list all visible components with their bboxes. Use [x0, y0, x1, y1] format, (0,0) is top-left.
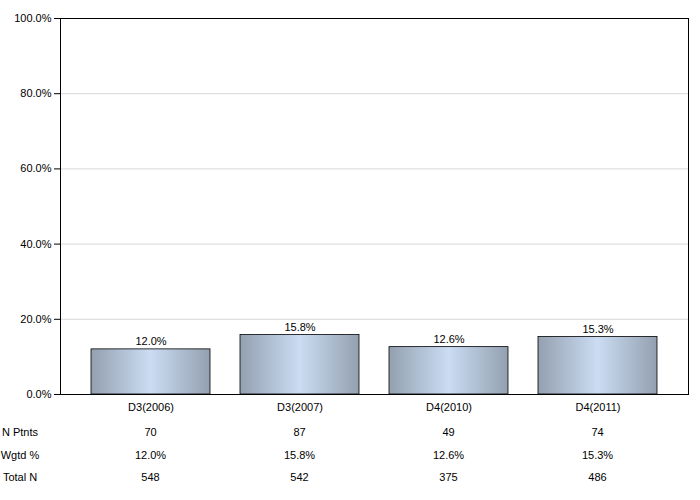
svg-text:548: 548: [141, 471, 159, 483]
svg-text:12.0%: 12.0%: [135, 449, 166, 461]
svg-text:Wgtd %: Wgtd %: [1, 449, 40, 461]
svg-text:20.0%: 20.0%: [20, 313, 51, 325]
svg-text:12.6%: 12.6%: [433, 449, 464, 461]
svg-text:49: 49: [442, 426, 454, 438]
svg-text:100.0%: 100.0%: [14, 12, 52, 24]
svg-text:60.0%: 60.0%: [20, 162, 51, 174]
svg-text:0.0%: 0.0%: [26, 388, 51, 400]
svg-text:D3(2007): D3(2007): [277, 401, 323, 413]
svg-text:486: 486: [588, 471, 606, 483]
svg-text:Total N: Total N: [3, 471, 37, 483]
svg-text:15.8%: 15.8%: [284, 321, 315, 333]
svg-text:N Ptnts: N Ptnts: [2, 426, 39, 438]
svg-text:D4(2011): D4(2011): [575, 401, 620, 413]
svg-text:12.0%: 12.0%: [135, 335, 166, 347]
svg-text:375: 375: [439, 471, 457, 483]
svg-text:D3(2006): D3(2006): [128, 401, 174, 413]
svg-text:542: 542: [290, 471, 308, 483]
svg-text:40.0%: 40.0%: [20, 238, 51, 250]
svg-text:70: 70: [144, 426, 156, 438]
svg-text:15.8%: 15.8%: [284, 449, 315, 461]
svg-text:15.3%: 15.3%: [582, 449, 613, 461]
svg-text:74: 74: [591, 426, 603, 438]
svg-text:87: 87: [293, 426, 305, 438]
svg-text:80.0%: 80.0%: [20, 87, 51, 99]
svg-text:15.3%: 15.3%: [582, 322, 613, 334]
svg-text:D4(2010): D4(2010): [426, 401, 472, 413]
svg-text:12.6%: 12.6%: [433, 333, 464, 345]
